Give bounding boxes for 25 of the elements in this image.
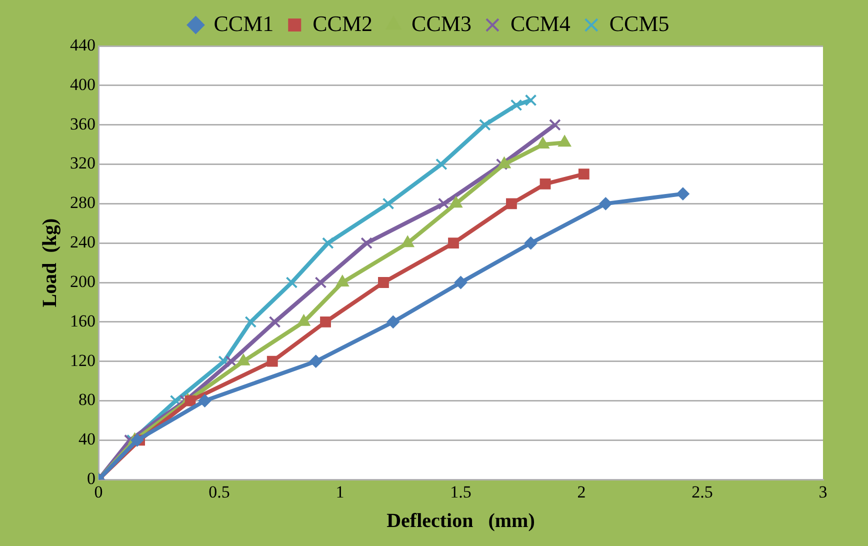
x-tick-label: 1 (336, 482, 344, 502)
y-tick-label: 320 (70, 154, 96, 173)
x-tick-label: 2.5 (692, 482, 713, 502)
x-tick-label: 1.5 (450, 482, 472, 502)
y-tick-label: 400 (70, 74, 96, 94)
x-tick-label: 2 (577, 482, 586, 502)
y-tick-label: 0 (87, 469, 96, 488)
y-tick-label: 280 (70, 193, 96, 212)
y-tick-label: 80 (78, 390, 96, 410)
y-tick-label: 440 (70, 35, 96, 54)
y-tick-label: 160 (70, 311, 96, 330)
y-tick-label: 360 (70, 114, 96, 134)
y-tick-label: 240 (70, 232, 96, 252)
y-axis-title: Load (kg) (39, 218, 62, 308)
x-tick-label: 3 (818, 482, 828, 502)
y-tick-label: 40 (78, 430, 96, 449)
x-axis-title: Deflection (mm) (386, 510, 535, 532)
legend-label: CCM3 (412, 10, 472, 36)
legend-label: CCM5 (609, 10, 670, 36)
x-tick-label: 0.5 (208, 482, 230, 502)
legend-label: CCM4 (510, 10, 570, 36)
y-tick-label: 200 (70, 272, 96, 291)
legend-label: CCM2 (312, 10, 373, 36)
y-tick-label: 120 (70, 350, 96, 370)
legend-label: CCM1 (214, 10, 274, 36)
